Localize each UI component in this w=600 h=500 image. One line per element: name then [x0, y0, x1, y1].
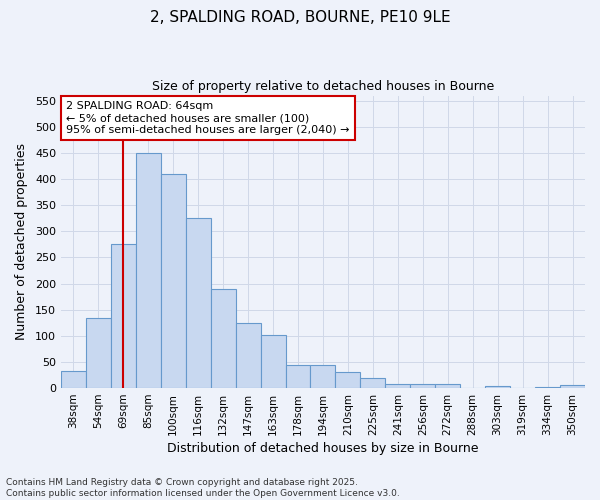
X-axis label: Distribution of detached houses by size in Bourne: Distribution of detached houses by size … [167, 442, 479, 455]
Bar [61, 371, 86, 388]
Bar [410, 384, 435, 388]
Text: 2, SPALDING ROAD, BOURNE, PE10 9LE: 2, SPALDING ROAD, BOURNE, PE10 9LE [149, 10, 451, 25]
Bar [310, 365, 335, 388]
Bar [161, 174, 186, 388]
Bar [485, 386, 510, 388]
Text: 2 SPALDING ROAD: 64sqm
← 5% of detached houses are smaller (100)
95% of semi-det: 2 SPALDING ROAD: 64sqm ← 5% of detached … [66, 102, 350, 134]
Bar [211, 289, 236, 388]
Bar [136, 153, 161, 388]
Bar [260, 335, 286, 388]
Bar [86, 318, 111, 388]
Bar [361, 378, 385, 388]
Bar [236, 323, 260, 388]
Text: Contains HM Land Registry data © Crown copyright and database right 2025.
Contai: Contains HM Land Registry data © Crown c… [6, 478, 400, 498]
Title: Size of property relative to detached houses in Bourne: Size of property relative to detached ho… [152, 80, 494, 93]
Bar [111, 244, 136, 388]
Bar [535, 387, 560, 388]
Bar [435, 384, 460, 388]
Bar [335, 372, 361, 388]
Bar [560, 385, 585, 388]
Bar [186, 218, 211, 388]
Bar [385, 384, 410, 388]
Bar [286, 365, 310, 388]
Y-axis label: Number of detached properties: Number of detached properties [15, 144, 28, 340]
